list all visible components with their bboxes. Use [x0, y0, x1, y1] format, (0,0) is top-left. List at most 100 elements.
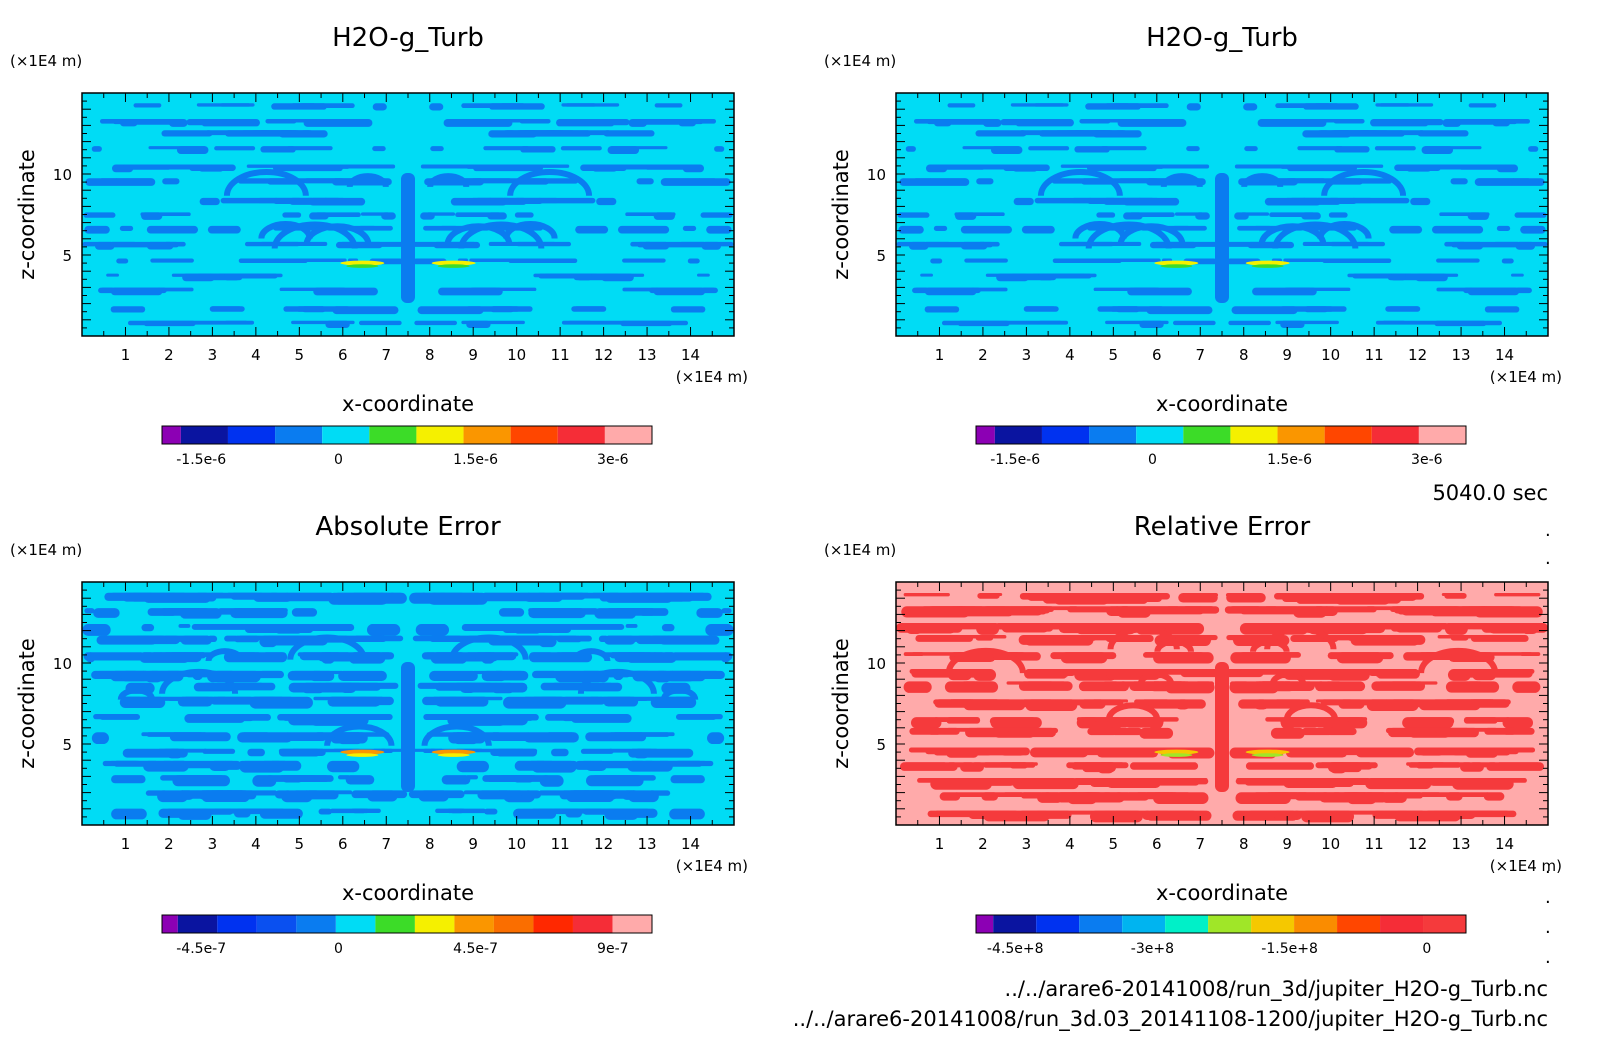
- x-tick-label: 14: [1495, 346, 1514, 364]
- x-tick-label: 13: [638, 346, 657, 364]
- colorbar-swatch: [1277, 426, 1325, 444]
- x-tick-label: 5: [295, 346, 305, 364]
- x-tick-label: 10: [1321, 835, 1340, 853]
- colorbar-label: -1.5e-6: [176, 452, 226, 468]
- x-tick-label: 4: [1065, 835, 1075, 853]
- y-axis-label: z-coordinate: [829, 149, 853, 280]
- dot-marker: .: [1545, 520, 1551, 541]
- colorbar-label: 3e-6: [597, 452, 629, 468]
- colorbar-swatch: [1089, 426, 1137, 444]
- colorbar-swatch: [572, 915, 613, 933]
- colorbar-swatch: [1183, 426, 1231, 444]
- panel-title: H2O-g_Turb: [332, 23, 484, 53]
- x-tick-label: 8: [1239, 346, 1249, 364]
- colorbar-label: 1.5e-6: [453, 452, 498, 468]
- panel-2: H2O-g_Turb(×1E4 m)1 2 3 4 5 6 7 8 9 10 11 12 13 14510…: [824, 23, 1562, 468]
- colorbar-label: -4.5e-7: [176, 941, 226, 957]
- colorbar-swatch: [976, 915, 994, 933]
- colorbar-swatch: [463, 426, 511, 444]
- colorbar-swatch: [1380, 915, 1424, 933]
- x-tick-label: 9: [468, 835, 478, 853]
- x-tick-label: 7: [381, 835, 391, 853]
- x-tick-label: 7: [381, 346, 391, 364]
- x-tick-label: 6: [338, 346, 348, 364]
- colorbar-swatch: [1165, 915, 1209, 933]
- colorbar-label: 3e-6: [1411, 452, 1443, 468]
- colorbar-label: 0: [334, 941, 343, 957]
- x-tick-label: 3: [1022, 346, 1032, 364]
- x-tick-label: 4: [251, 346, 261, 364]
- dot-marker: .: [1545, 887, 1551, 908]
- y-axis-label: z-coordinate: [15, 149, 39, 280]
- x-tick-label: 14: [1495, 835, 1514, 853]
- colorbar-swatch: [1136, 426, 1184, 444]
- x-tick-label: 14: [681, 346, 700, 364]
- x-axis-label: x-coordinate: [1156, 392, 1288, 416]
- x-tick-label: 12: [594, 346, 613, 364]
- x-tick-label: 10: [507, 835, 526, 853]
- x-tick-label: 8: [425, 346, 435, 364]
- colorbar-swatch: [510, 426, 558, 444]
- colorbar-swatch: [416, 426, 464, 444]
- y-axis-label: z-coordinate: [15, 638, 39, 769]
- y-unit-label: (×1E4 m): [824, 52, 896, 70]
- dot-marker: .: [1545, 857, 1551, 878]
- colorbar-swatch: [1324, 426, 1372, 444]
- y-unit-label: (×1E4 m): [10, 52, 82, 70]
- colorbar: -4.5e+8 -3e+8 -1.5e+8 0: [975, 914, 1467, 957]
- colorbar-swatch: [1251, 915, 1295, 933]
- x-unit-label: (×1E4 m): [676, 857, 748, 875]
- contour-field: [82, 93, 734, 336]
- x-axis-label: x-coordinate: [1156, 881, 1288, 905]
- y-tick-label: 10: [867, 166, 886, 184]
- x-tick-label: 11: [1365, 346, 1384, 364]
- x-tick-label: 12: [1408, 346, 1427, 364]
- dot-marker: .: [1545, 947, 1551, 968]
- x-tick-label: 4: [1065, 346, 1075, 364]
- x-tick-label: 3: [1022, 835, 1032, 853]
- colorbar: -1.5e-6 0 1.5e-6 3e-6: [161, 425, 653, 468]
- y-tick-label: 5: [876, 736, 886, 754]
- y-tick-label: 5: [62, 247, 72, 265]
- y-tick-label: 10: [53, 655, 72, 673]
- colorbar-swatch: [1337, 915, 1381, 933]
- x-axis-label: x-coordinate: [342, 392, 474, 416]
- x-tick-label: 2: [978, 346, 988, 364]
- y-tick-label: 10: [53, 166, 72, 184]
- panel-4: Relative Error(×1E4 m)1 2 3 4 5 6 7 8 9 10 11 12 13 1…: [824, 512, 1562, 957]
- colorbar-swatch: [177, 915, 218, 933]
- x-tick-label: 11: [551, 835, 570, 853]
- colorbar-swatch: [322, 426, 370, 444]
- colorbar-label: 0: [1148, 452, 1157, 468]
- x-tick-label: 1: [121, 835, 131, 853]
- colorbar-swatch: [369, 426, 417, 444]
- panel-1: H2O-g_Turb(×1E4 m)1 2 3 4 5 6 7 8 9 10 11 12 13 14510…: [10, 23, 748, 468]
- x-tick-label: 2: [164, 835, 174, 853]
- colorbar-swatch: [1418, 426, 1466, 444]
- x-tick-label: 2: [978, 835, 988, 853]
- x-tick-label: 13: [1452, 346, 1471, 364]
- colorbar-swatch: [493, 915, 534, 933]
- y-tick-label: 5: [876, 247, 886, 265]
- x-tick-label: 3: [208, 835, 218, 853]
- x-tick-label: 7: [1195, 346, 1205, 364]
- colorbar-swatch: [1208, 915, 1252, 933]
- figure-info: 5040.0 sec . . . . . . ../../arare6-2014…: [793, 481, 1551, 1032]
- x-tick-label: 9: [1282, 346, 1292, 364]
- colorbar-swatch: [162, 915, 178, 933]
- panel-title: Absolute Error: [315, 512, 501, 542]
- colorbar-swatch: [256, 915, 297, 933]
- x-tick-label: 10: [1321, 346, 1340, 364]
- x-tick-label: 1: [121, 346, 131, 364]
- colorbar-swatch: [1230, 426, 1278, 444]
- colorbar-label: -1.5e-6: [990, 452, 1040, 468]
- file-path-1: ../../arare6-20141008/run_3d/jupiter_H2O…: [1005, 977, 1548, 1002]
- y-unit-label: (×1E4 m): [10, 541, 82, 559]
- colorbar-swatch: [1423, 915, 1466, 933]
- file-path-2: ../../arare6-20141008/run_3d.03_20141108…: [793, 1007, 1548, 1032]
- colorbar-swatch: [1294, 915, 1338, 933]
- colorbar-swatch: [296, 915, 336, 933]
- colorbar-swatch: [1041, 426, 1090, 444]
- x-tick-label: 10: [507, 346, 526, 364]
